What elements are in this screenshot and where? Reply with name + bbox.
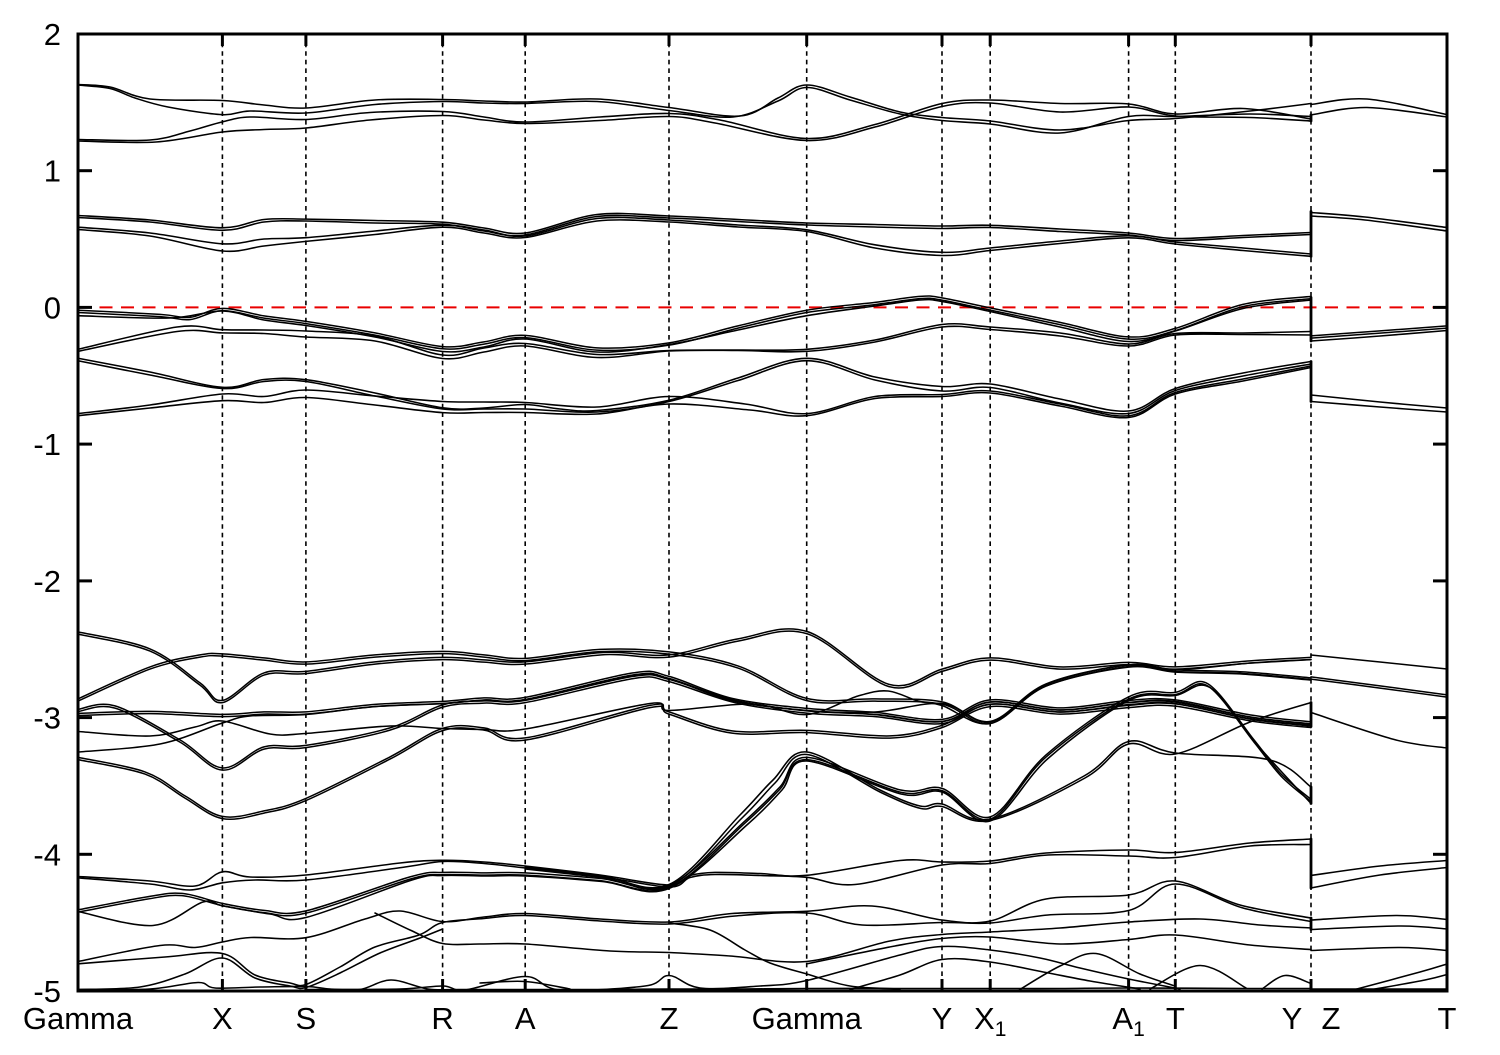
svg-text:-2: -2: [33, 564, 61, 599]
svg-text:-1: -1: [33, 427, 61, 462]
svg-text:-5: -5: [33, 974, 61, 1009]
svg-text:Z: Z: [660, 1001, 679, 1036]
svg-text:-4: -4: [33, 837, 61, 872]
svg-text:Gamma: Gamma: [752, 1001, 863, 1036]
svg-text:X: X: [212, 1001, 233, 1036]
svg-text:Gamma: Gamma: [23, 1001, 134, 1036]
svg-text:Z: Z: [1322, 1001, 1341, 1036]
svg-text:2: 2: [44, 17, 61, 52]
svg-text:1: 1: [44, 154, 61, 189]
svg-text:A: A: [515, 1001, 536, 1036]
svg-text:T: T: [1438, 1001, 1457, 1036]
svg-text:0: 0: [44, 290, 61, 325]
svg-text:S: S: [296, 1001, 317, 1036]
svg-text:T: T: [1166, 1001, 1185, 1036]
svg-text:-3: -3: [33, 701, 61, 736]
svg-text:Y: Y: [1282, 1001, 1303, 1036]
svg-text:R: R: [431, 1001, 453, 1036]
svg-text:Y: Y: [932, 1001, 953, 1036]
